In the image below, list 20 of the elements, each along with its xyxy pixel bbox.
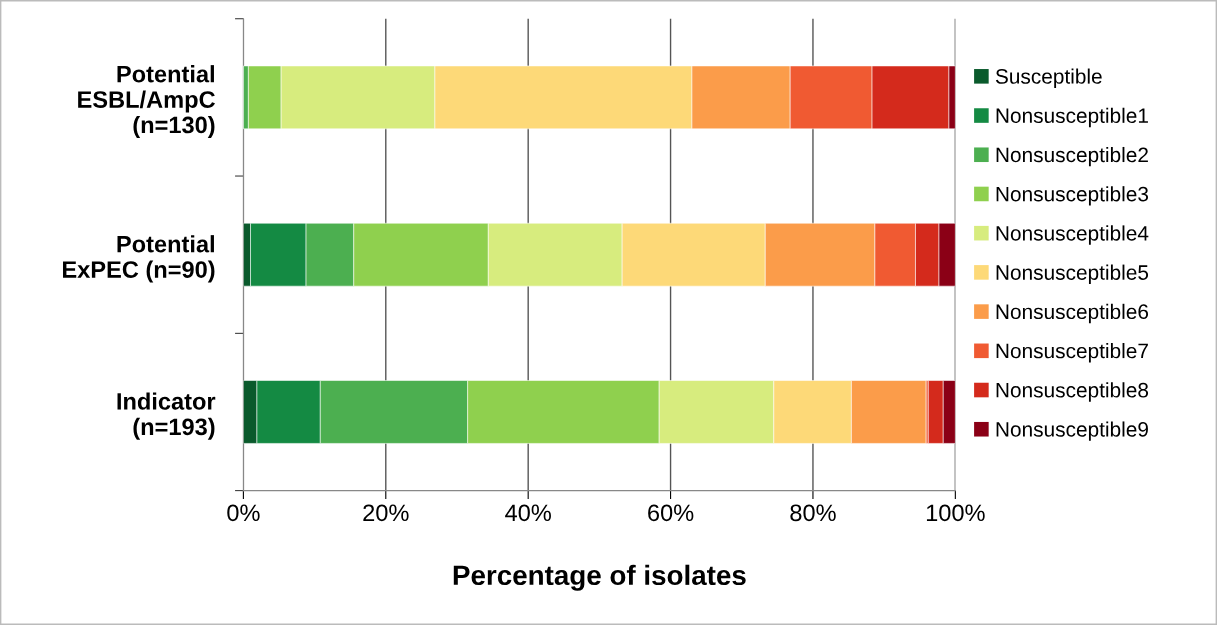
x-axis-title: Percentage of isolates bbox=[453, 564, 746, 591]
legend-label: Nonsusceptible1 bbox=[996, 107, 1148, 128]
legend-label: Susceptible bbox=[995, 68, 1102, 88]
y-tick-label: Potential ExPEC (n=90) bbox=[63, 235, 215, 283]
legend-label: Nonsusceptible7 bbox=[996, 343, 1148, 363]
legend-label: Nonsusceptible6 bbox=[996, 303, 1149, 324]
x-tick-label: 100% bbox=[926, 504, 985, 522]
legend-label: Nonsusceptible2 bbox=[996, 146, 1148, 167]
legend-label: Nonsusceptible3 bbox=[996, 186, 1149, 206]
legend-label: Nonsusceptible4 bbox=[996, 225, 1149, 245]
legend-label: Nonsusceptible5 bbox=[996, 264, 1149, 284]
x-tick-label: 0% bbox=[227, 504, 260, 522]
x-tick-label: 20% bbox=[363, 504, 409, 522]
x-tick-label: 60% bbox=[648, 504, 694, 522]
y-tick-label: Indicator (n=193) bbox=[117, 392, 216, 440]
x-tick-label: 40% bbox=[505, 504, 551, 522]
y-tick-label: Potential ESBL/AmpC (n=130) bbox=[78, 65, 215, 138]
legend-label: Nonsusceptible8 bbox=[996, 382, 1149, 402]
legend-label: Nonsusceptible9 bbox=[996, 421, 1148, 441]
x-tick-label: 80% bbox=[790, 504, 836, 522]
